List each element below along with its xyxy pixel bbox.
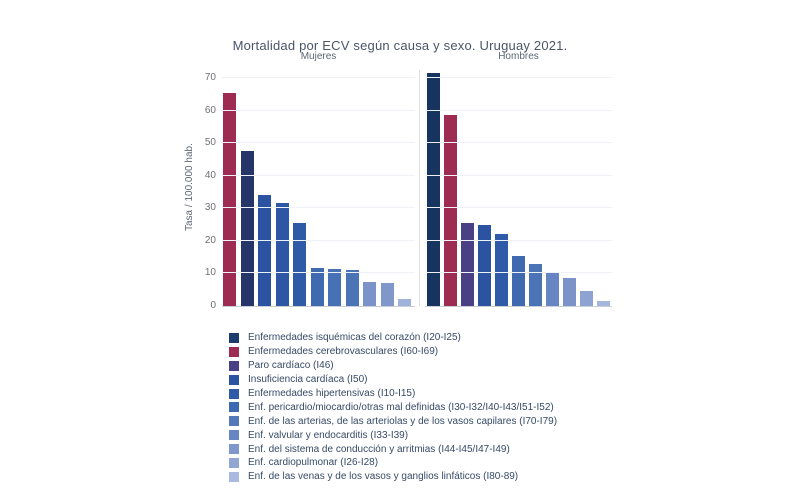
bar[interactable]	[563, 278, 576, 306]
panel-title-mujeres: Mujeres	[300, 51, 337, 62]
legend-item[interactable]: Enfermedades cerebrovasculares (I60-I69)	[229, 345, 557, 359]
bar[interactable]	[293, 223, 306, 306]
gridline	[425, 272, 612, 273]
legend-item[interactable]: Insuficiencia cardíaca (I50)	[229, 373, 557, 387]
gridline	[222, 175, 415, 176]
bar[interactable]	[580, 291, 593, 306]
bar[interactable]	[363, 282, 376, 306]
legend-item[interactable]: Enf. del sistema de conducción y arritmi…	[229, 442, 557, 456]
y-tick-label: 20	[204, 234, 216, 246]
bar[interactable]	[546, 273, 559, 306]
gridline	[222, 272, 415, 273]
legend-color-swatch	[229, 444, 239, 455]
legend-color-swatch	[229, 402, 239, 413]
legend-color-swatch	[229, 346, 239, 357]
gridline	[222, 110, 415, 111]
bar[interactable]	[258, 195, 271, 306]
legend-label: Enf. del sistema de conducción y arritmi…	[248, 443, 510, 455]
bar[interactable]	[328, 269, 341, 306]
legend-label: Enfermedades hipertensivas (I10-I15)	[248, 388, 416, 399]
bar[interactable]	[310, 268, 324, 306]
legend-label: Enf. de las venas y de los vasos y gangl…	[248, 471, 519, 483]
legend-label: Insuficiencia cardíaca (I50)	[248, 374, 368, 386]
legend-label: Enfermedades cerebrovasculares (I60-I69)	[248, 346, 439, 358]
gridline	[425, 175, 612, 176]
legend-color-swatch	[229, 471, 239, 482]
bars-hombres	[425, 70, 612, 306]
bar[interactable]	[444, 115, 457, 306]
legend-item[interactable]: Enf. pericardio/miocardio/otras mal defi…	[229, 400, 557, 414]
y-tick-label: 0	[210, 300, 216, 311]
bar[interactable]	[597, 301, 610, 306]
y-tick-label: 50	[204, 137, 216, 149]
legend-item[interactable]: Enfermedades hipertensivas (I10-I15)	[229, 387, 557, 401]
panel-title-hombres: Hombres	[498, 51, 539, 62]
panel-mujeres	[222, 70, 415, 307]
legend-item[interactable]: Enf. cardiopulmonar (I26-I28)	[229, 456, 557, 470]
bar[interactable]	[529, 264, 542, 306]
legend-color-swatch	[229, 430, 239, 441]
legend-color-swatch	[229, 388, 239, 399]
legend-label: Enf. cardiopulmonar (I26-I28)	[248, 457, 379, 469]
y-tick-label: 70	[204, 72, 216, 83]
bar[interactable]	[240, 151, 254, 306]
bar[interactable]	[461, 223, 474, 306]
legend-label: Enf. de las arterias, de las arteriolas …	[248, 415, 558, 427]
bar[interactable]	[427, 73, 440, 306]
bar[interactable]	[345, 270, 359, 306]
bar[interactable]	[223, 93, 236, 306]
bar[interactable]	[512, 256, 525, 306]
gridline	[222, 240, 415, 241]
gridline	[425, 207, 612, 208]
y-tick-label: 40	[204, 169, 216, 181]
bars-mujeres	[222, 70, 415, 306]
bar[interactable]	[275, 203, 289, 306]
chart-title: Mortalidad por ECV según causa y sexo. U…	[232, 38, 568, 53]
legend-item[interactable]: Enfermedades isquémicas del corazón (I20…	[229, 331, 557, 345]
y-tick-label: 10	[204, 267, 216, 279]
legend-item[interactable]: Enf. valvular y endocarditis (I33-I39)	[229, 428, 557, 442]
legend-label: Enfermedades isquémicas del corazón (I20…	[248, 332, 461, 344]
gridline	[425, 240, 612, 241]
legend-label: Enf. pericardio/miocardio/otras mal defi…	[248, 401, 554, 413]
legend-color-swatch	[229, 457, 239, 468]
legend-item[interactable]: Enf. de las venas y de los vasos y gangl…	[229, 470, 557, 484]
legend-label: Paro cardíaco (I46)	[248, 360, 334, 372]
legend-color-swatch	[229, 416, 239, 427]
panel-divider	[419, 70, 420, 306]
legend: Enfermedades isquémicas del corazón (I20…	[229, 331, 557, 484]
bar[interactable]	[398, 299, 411, 306]
bar[interactable]	[495, 234, 508, 306]
y-tick-label: 60	[204, 104, 216, 116]
legend-item[interactable]: Enf. de las arterias, de las arteriolas …	[229, 414, 557, 428]
gridline	[425, 142, 612, 143]
bar[interactable]	[478, 225, 491, 306]
legend-color-swatch	[229, 374, 239, 385]
legend-item[interactable]: Paro cardíaco (I46)	[229, 359, 557, 373]
gridline	[222, 77, 415, 78]
legend-color-swatch	[229, 360, 239, 371]
gridline	[425, 110, 612, 111]
legend-color-swatch	[229, 332, 239, 343]
panel-hombres	[425, 70, 612, 307]
legend-label: Enf. valvular y endocarditis (I33-I39)	[248, 429, 409, 441]
gridline	[425, 77, 612, 78]
gridline	[222, 142, 415, 143]
y-tick-label: 30	[204, 202, 216, 214]
gridline	[222, 207, 415, 208]
bar[interactable]	[380, 283, 394, 306]
